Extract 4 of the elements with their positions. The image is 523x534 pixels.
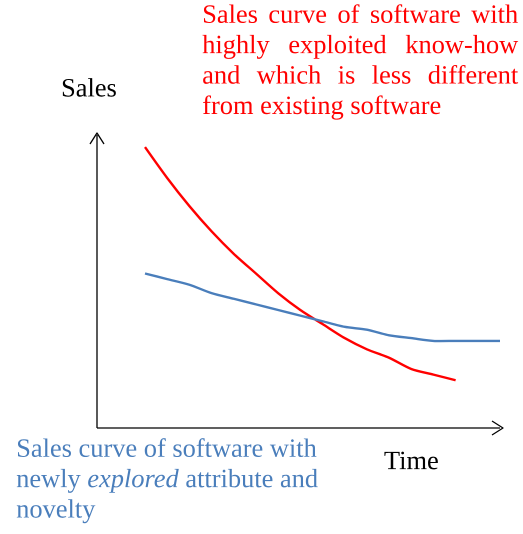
text: Sales curve of software with highly exploited know-how and which is less different from existing software: [202, 4, 518, 120]
y-axis-title: Sales: [62, 78, 116, 97]
x-axis-title: Time: [384, 452, 438, 470]
text: Sales curve of software with newly explored attribute and novelty: [16, 438, 318, 524]
